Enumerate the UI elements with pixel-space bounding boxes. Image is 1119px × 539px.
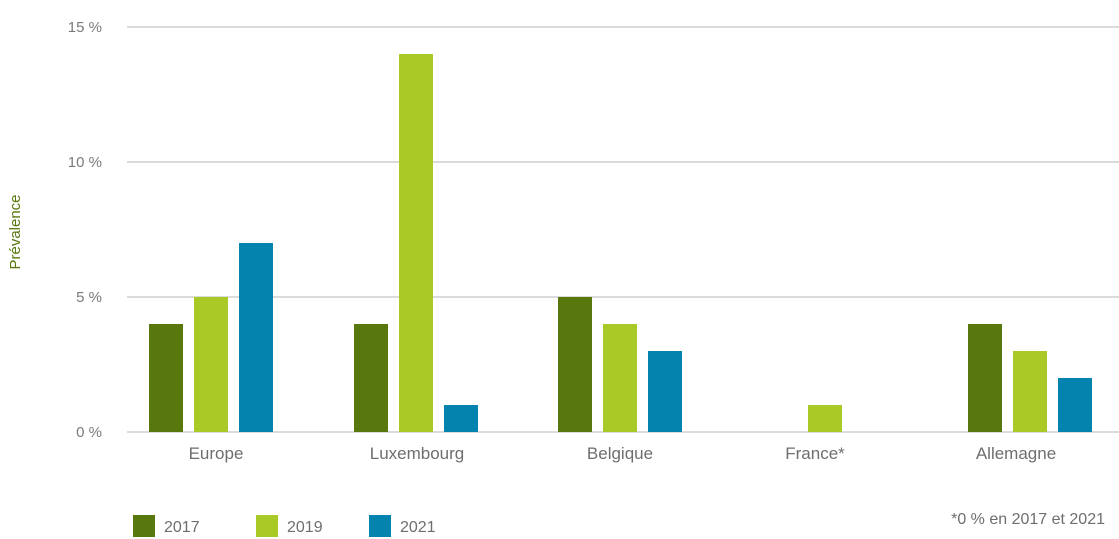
- bar-2019-allemagne: [1013, 351, 1047, 432]
- y-axis-ticks: 0 % 5 % 10 % 15 %: [68, 19, 102, 441]
- y-tick-label: 15 %: [68, 19, 102, 36]
- x-category-label: Belgique: [587, 444, 653, 463]
- bar-2019-france: [808, 405, 842, 432]
- footnote: *0 % en 2017 et 2021: [951, 511, 1105, 528]
- bar-2017-allemagne: [968, 324, 1002, 432]
- legend: 2017 2019 2021: [133, 515, 436, 537]
- bar-2021-luxembourg: [444, 405, 478, 432]
- bar-2017-europe: [149, 324, 183, 432]
- y-axis-label: Prévalence: [7, 194, 24, 269]
- legend-label-2017: 2017: [164, 519, 200, 536]
- y-tick-label: 10 %: [68, 154, 102, 171]
- bar-2021-belgique: [648, 351, 682, 432]
- legend-label-2021: 2021: [400, 519, 436, 536]
- y-tick-label: 5 %: [76, 289, 102, 306]
- x-category-label: Luxembourg: [370, 444, 465, 463]
- bar-2019-europe: [194, 297, 228, 432]
- x-category-label: Europe: [189, 444, 244, 463]
- bar-2019-belgique: [603, 324, 637, 432]
- x-axis-categories: Europe Luxembourg Belgique France* Allemagne: [189, 444, 1057, 463]
- y-tick-label: 0 %: [76, 424, 102, 441]
- bars: [149, 54, 1092, 432]
- bar-2021-allemagne: [1058, 378, 1092, 432]
- bar-2017-belgique: [558, 297, 592, 432]
- legend-swatch-2017: [133, 515, 155, 537]
- legend-swatch-2021: [369, 515, 391, 537]
- bar-2019-luxembourg: [399, 54, 433, 432]
- bar-2017-luxembourg: [354, 324, 388, 432]
- x-category-label: Allemagne: [976, 444, 1056, 463]
- legend-label-2019: 2019: [287, 519, 323, 536]
- x-category-label: France*: [785, 444, 845, 463]
- bar-2021-europe: [239, 243, 273, 432]
- legend-swatch-2019: [256, 515, 278, 537]
